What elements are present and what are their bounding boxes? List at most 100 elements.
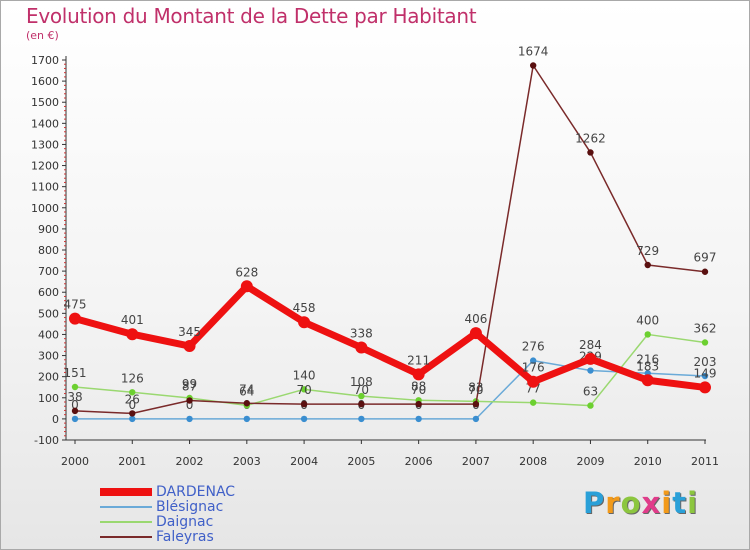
y-tick-label: 200 xyxy=(38,371,59,384)
data-label: 401 xyxy=(121,313,144,327)
data-point xyxy=(587,367,594,374)
data-label: 176 xyxy=(522,361,545,375)
y-tick-label: 700 xyxy=(38,265,59,278)
logo-letter: t xyxy=(672,486,688,520)
y-tick-label: 300 xyxy=(38,350,59,363)
data-point xyxy=(186,397,193,404)
series-line-blésignac xyxy=(74,359,706,420)
data-label: 729 xyxy=(636,244,659,258)
data-label: 345 xyxy=(178,325,201,339)
data-label: 400 xyxy=(636,313,659,327)
legend-swatch xyxy=(100,488,152,496)
data-point xyxy=(587,402,594,409)
data-label: 87 xyxy=(182,380,197,394)
chart-unit: (en €) xyxy=(26,29,59,42)
series-line-daignac xyxy=(74,333,706,407)
data-point xyxy=(358,392,365,400)
legend-swatch xyxy=(100,506,152,508)
data-label: 126 xyxy=(121,371,144,385)
data-point xyxy=(129,415,136,423)
data-label: 99 xyxy=(182,377,197,391)
data-label: 151 xyxy=(64,366,87,380)
data-point xyxy=(300,400,308,408)
data-label: 70 xyxy=(411,383,426,397)
legend-label: Blésignac xyxy=(156,499,224,515)
logo-letter: x xyxy=(641,486,662,520)
legend-label: Faleyras xyxy=(156,529,214,545)
y-tick-label: 1500 xyxy=(31,96,59,109)
logo-letter: o xyxy=(620,486,642,520)
logo-letter: i xyxy=(661,486,673,520)
x-tick-label: 2004 xyxy=(290,455,318,468)
data-point xyxy=(412,368,425,381)
data-label: 149 xyxy=(694,366,717,380)
y-tick-label: 900 xyxy=(38,223,59,236)
data-point xyxy=(641,374,654,387)
y-tick-label: 100 xyxy=(38,392,59,405)
data-point xyxy=(183,340,196,353)
x-tick-label: 2008 xyxy=(519,455,547,468)
data-label: 1674 xyxy=(518,44,549,58)
logo-letter: P xyxy=(583,486,606,520)
x-tick-label: 2002 xyxy=(176,455,204,468)
data-label: 406 xyxy=(464,312,487,326)
y-tick-label: 1000 xyxy=(31,202,59,215)
legend-swatch xyxy=(100,521,152,523)
y-tick-label: 800 xyxy=(38,244,59,257)
data-label: 70 xyxy=(296,383,311,397)
y-tick-label: 1600 xyxy=(31,75,59,88)
data-point xyxy=(415,400,422,408)
data-point xyxy=(529,399,537,406)
data-point xyxy=(469,327,482,340)
data-point xyxy=(71,383,79,391)
data-point xyxy=(415,415,422,423)
data-point xyxy=(69,312,81,325)
legend-label: DARDENAC xyxy=(156,484,236,500)
y-tick-label: 1100 xyxy=(31,181,59,194)
data-label: 64 xyxy=(239,384,254,398)
data-point xyxy=(129,389,136,396)
data-point xyxy=(701,268,709,275)
data-label: 70 xyxy=(354,383,369,397)
series-line-dardenac xyxy=(71,282,709,391)
data-label: 276 xyxy=(522,340,545,354)
data-point xyxy=(355,341,368,354)
x-tick-label: 2011 xyxy=(691,455,719,468)
x-tick-label: 2003 xyxy=(233,455,261,468)
data-point xyxy=(644,331,651,338)
y-tick-label: 0 xyxy=(52,413,59,426)
data-label: 63 xyxy=(583,385,598,399)
data-label: 458 xyxy=(293,301,316,315)
y-tick-label: -100 xyxy=(34,434,59,447)
data-point xyxy=(243,400,251,407)
y-tick-label: 500 xyxy=(38,307,59,320)
data-point xyxy=(126,328,139,341)
legend-label: Daignac xyxy=(156,514,214,530)
data-point xyxy=(71,407,79,415)
logo-letter: r xyxy=(605,486,621,520)
data-label: 1262 xyxy=(575,131,606,145)
x-tick-label: 2000 xyxy=(61,455,89,468)
data-label: 338 xyxy=(350,327,373,341)
data-point xyxy=(527,375,540,388)
y-tick-label: 1700 xyxy=(31,54,59,67)
x-tick-label: 2005 xyxy=(347,455,375,468)
series-line-faleyras xyxy=(74,64,706,415)
data-point xyxy=(300,386,308,393)
data-label: 697 xyxy=(694,251,717,265)
data-point xyxy=(358,400,365,408)
data-label: 0 xyxy=(186,398,194,412)
data-point xyxy=(300,415,308,423)
chart-title: Evolution du Montant de la Dette par Hab… xyxy=(26,4,477,28)
logo-letter: i xyxy=(687,486,699,520)
x-tick-label: 2010 xyxy=(634,455,662,468)
data-label: 26 xyxy=(125,392,140,406)
x-tick-label: 2001 xyxy=(118,455,146,468)
data-label: 74 xyxy=(239,382,254,396)
y-tick-label: 400 xyxy=(38,328,59,341)
data-point xyxy=(472,415,480,423)
proxiti-logo: Proxiti xyxy=(583,486,698,520)
data-label: 70 xyxy=(468,383,483,397)
data-point xyxy=(701,372,709,380)
